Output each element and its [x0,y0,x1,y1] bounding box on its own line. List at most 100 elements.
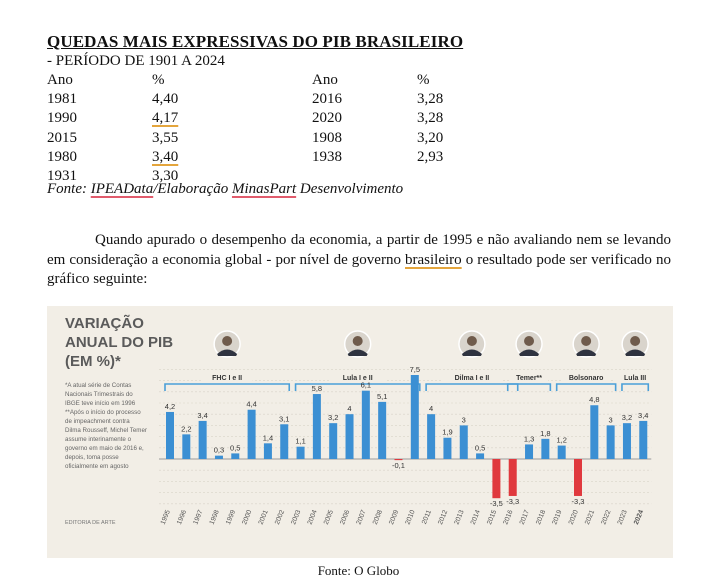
chart-bar [263,443,272,459]
bar-value-label: -0,1 [392,461,405,470]
bar-value-label: 1,1 [295,437,305,446]
table-cell-year: 1931 [47,167,77,184]
table-cell-year: 1980 [47,148,77,165]
table-cell-year: 2015 [47,129,77,146]
bar-value-label: 3,1 [279,414,289,423]
table-cell-year: 1908 [312,129,342,146]
chart-bar [296,446,305,459]
bar-value-label: 4 [347,404,351,413]
body-paragraph: Quando apurado o desempenho da economia,… [47,231,671,290]
government-bracket [506,383,552,391]
government-bracket [294,383,421,391]
document-subtitle: - PERÍODO DE 1901 A 2024 [47,53,225,69]
bar-value-label: 4,2 [165,402,175,411]
government-bracket [555,383,617,391]
chart-bar [476,453,485,459]
data-source-line: Fonte: IPEAData/Elaboração MinasPart Des… [47,181,403,198]
table-header: Ano % [47,71,242,90]
document-title: QUEDAS MAIS EXPRESSIVAS DO PIB BRASILEIR… [47,32,464,51]
chart-note-line: Nacionais Trimestrais do [65,391,133,398]
bar-value-label: 3 [462,415,466,424]
chart-note-line: governo em maio de 2016 e, [65,445,144,452]
bar-value-label: 3,4 [638,411,648,420]
government-label-bg [509,372,549,382]
government-label: Bolsonaro [569,375,604,382]
government-label-bg [613,372,657,382]
chart-bar [198,420,207,459]
chart-bar [329,423,338,459]
chart-title-line: (EM %)* [65,353,121,370]
table-cell-percent: 3,55 [152,129,179,146]
government-bracket [164,383,291,391]
gdp-chart-image: VARIAÇÃO ANUAL DO PIB (EM %)* *A atual séri… [47,306,673,558]
chart-bar [394,459,403,461]
paragraph-text-start: Quando apurado o desempenho da economia,… [47,232,671,268]
portrait-head [466,336,477,346]
government-label-bg [442,372,502,382]
portrait-suit [347,349,368,356]
government-label: Temer** [516,375,542,382]
chart-note-line: Dilma Rousseff, Michel Temer [65,427,147,434]
table-cell-percent: 3,40 [152,148,242,167]
chart-title-line: VARIAÇÃO [65,314,144,332]
source-minaspart: MinasPart [231,181,297,197]
portrait-head [352,336,363,346]
chart-bar [378,401,387,459]
chart-bar [525,444,534,459]
table-cell-percent: 3,30 [152,167,179,184]
bar-value-label: 1,9 [442,428,452,437]
table-cell-percent: 4,40 [152,91,179,108]
table-cell-year: 1938 [312,148,342,165]
table-row: 1931 3,30 [47,167,242,186]
bar-value-label: 3,2 [328,413,338,422]
chart-bar [606,425,615,459]
chart-bar [622,423,631,459]
chart-bar [214,455,223,459]
chart-bar [459,425,468,459]
bar-value-label: 0,5 [230,443,240,452]
bar-value-label: 1,8 [540,429,550,438]
portrait-head [524,336,535,346]
table-cell-percent: 3,28 [417,91,444,108]
government-label-bg [330,372,386,382]
chart-bar [557,445,566,459]
government-label-bg [201,372,253,382]
gdp-bar-chart: VARIAÇÃO ANUAL DO PIB (EM %)* *A atual séri… [47,306,673,558]
table-row: 1990 4,17 [47,109,242,128]
bar-value-label: 5,8 [312,384,322,393]
chart-title-line: ANUAL DO PIB [65,334,173,351]
portrait-head [222,336,233,346]
chart-bar [590,405,599,459]
government-label: Dilma I e II [455,375,490,382]
source-elaboracao: /Elaboração [153,181,232,197]
portrait-suit [576,349,597,356]
bar-value-label: -3,5 [490,499,503,508]
bar-value-label: 0,5 [475,443,485,452]
chart-credit: EDITORIA DE ARTE [65,520,116,526]
bar-value-label: 7,5 [410,365,420,374]
table-cell-year: 2016 [312,91,342,108]
government-label: FHC I e II [212,375,242,382]
portrait-suit [217,349,238,356]
chart-bar [231,453,240,459]
government-bracket [621,383,650,391]
government-label: Lula III [624,375,646,382]
chart-bar [361,390,370,459]
chart-bar [410,375,419,459]
source-ipeadata: IPEAData [90,181,154,197]
chart-bar [443,437,452,459]
spellcheck-underlined-value: 4,17 [152,110,179,127]
portrait-suit [461,349,482,356]
chart-bar [312,394,321,459]
figure-caption: Fonte: O Globo [317,563,400,578]
source-desenvolvimento: Desenvolvimento [296,181,404,197]
paragraph-underlined-word: brasileiro [405,251,462,268]
table-cell-year: 2020 [312,110,342,127]
bar-value-label: 4 [429,404,433,413]
portrait-suit [625,349,646,356]
source-prefix: Fonte: [47,181,91,197]
chart-note-line: de impeachment contra [65,418,130,425]
table-header: Ano % [312,71,507,90]
bar-value-label: 4,8 [589,395,599,404]
bar-value-label: 5,1 [377,392,387,401]
